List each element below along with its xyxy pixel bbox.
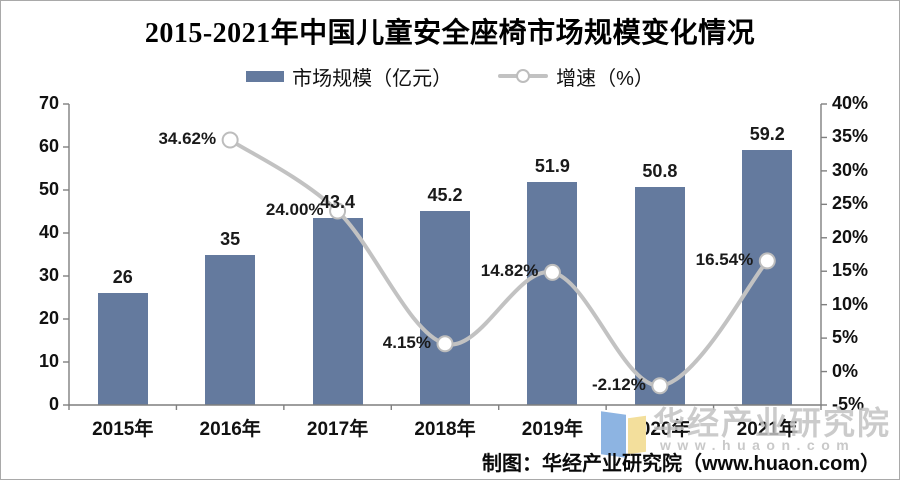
legend-line-swatch bbox=[498, 69, 549, 83]
y-axis-left-tick-label: 70 bbox=[38, 93, 59, 113]
bar bbox=[420, 210, 470, 405]
bar bbox=[527, 181, 578, 405]
x-axis-label: 2016年 bbox=[199, 419, 261, 440]
bar bbox=[742, 150, 793, 405]
y-axis-left-tick-label: 0 bbox=[48, 394, 59, 414]
x-axis-label: 2015年 bbox=[92, 419, 154, 440]
y-axis-right-tick-label: 40% bbox=[832, 93, 869, 113]
legend-label-growth: 增速（%） bbox=[556, 67, 654, 90]
x-axis-label: 2018年 bbox=[414, 419, 476, 440]
bar-value-label: 45.2 bbox=[427, 184, 463, 205]
bar bbox=[312, 218, 363, 405]
growth-value-label: 16.54% bbox=[695, 249, 754, 269]
y-axis-right-tick-label: -5% bbox=[832, 394, 865, 414]
legend-bar-swatch bbox=[246, 70, 285, 82]
bar bbox=[97, 293, 148, 405]
bar-value-label: 51.9 bbox=[534, 155, 570, 176]
y-axis-left-tick-label: 10 bbox=[38, 351, 59, 371]
y-axis-right-tick-label: 35% bbox=[832, 126, 869, 147]
x-axis-label: 2020年 bbox=[629, 419, 691, 440]
bar-value-label: 26 bbox=[112, 267, 133, 288]
growth-value-label: 24.00% bbox=[265, 200, 324, 220]
legend-item-market-size: 市场规模（亿元） bbox=[246, 62, 452, 91]
x-axis-label: 2019年 bbox=[521, 419, 584, 440]
y-axis-left-tick-label: 20 bbox=[38, 308, 59, 328]
y-axis-left-tick-label: 60 bbox=[38, 136, 59, 156]
y-axis-right-tick-label: 25% bbox=[832, 193, 869, 214]
x-axis-label: 2017年 bbox=[306, 419, 369, 440]
bar-value-label: 43.4 bbox=[320, 192, 356, 213]
y-axis-right-tick-label: 30% bbox=[832, 159, 869, 180]
growth-value-label: 34.62% bbox=[158, 128, 217, 148]
y-axis-left-tick-label: 50 bbox=[38, 179, 59, 199]
chart-legend: 市场规模（亿元） 增速（%） bbox=[1, 61, 899, 91]
y-axis-right-tick-label: 10% bbox=[832, 293, 869, 314]
bar-value-label: 35 bbox=[220, 228, 241, 249]
growth-value-label: 14.82% bbox=[480, 261, 539, 281]
legend-line-marker-icon bbox=[516, 69, 531, 83]
y-axis-right-tick-label: 15% bbox=[832, 260, 869, 281]
chart-title: 2015-2021年中国儿童安全座椅市场规模变化情况 bbox=[144, 18, 756, 49]
y-axis-right-tick-label: 0% bbox=[832, 360, 859, 381]
y-axis-right-tick-label: 5% bbox=[832, 327, 859, 348]
growth-value-label: 4.15% bbox=[382, 332, 431, 352]
bar bbox=[205, 254, 256, 405]
bar-value-label: 50.8 bbox=[642, 160, 678, 181]
y-axis-left-tick-label: 40 bbox=[38, 222, 59, 242]
legend-label-market-size: 市场规模（亿元） bbox=[292, 67, 453, 90]
bar bbox=[634, 186, 685, 405]
growth-value-label: -2.12% bbox=[591, 374, 646, 394]
y-axis-left-tick-label: 30 bbox=[38, 265, 59, 285]
legend-item-growth: 增速（%） bbox=[498, 62, 654, 91]
bar-value-label: 59.2 bbox=[749, 124, 785, 145]
x-axis-label: 2021年 bbox=[736, 419, 798, 440]
credit-line: 制图：华经产业研究院（www.huaon.com） bbox=[482, 453, 881, 475]
y-axis-right-tick-label: 20% bbox=[832, 226, 869, 247]
